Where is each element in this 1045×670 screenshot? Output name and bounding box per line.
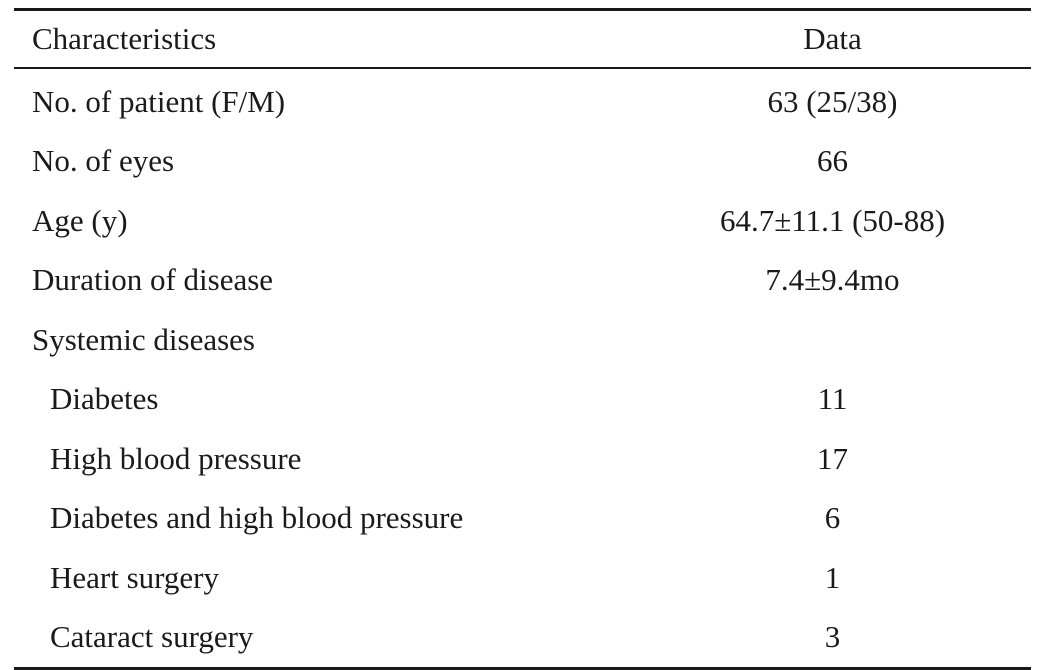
- row-label: High blood pressure: [50, 440, 302, 476]
- table-row: Heart surgery 1: [14, 548, 1031, 608]
- table-row: Diabetes and high blood pressure 6: [14, 489, 1031, 549]
- row-value: 64.7±11.1 (50-88): [719, 202, 946, 238]
- table-top-rule: [14, 8, 1031, 11]
- row-value: 11: [817, 381, 848, 417]
- row-label: Diabetes and high blood pressure: [50, 500, 464, 536]
- row-label: No. of eyes: [32, 143, 175, 179]
- table-row: No. of patient (F/M) 63 (25/38): [14, 72, 1031, 132]
- header-characteristics: Characteristics: [32, 21, 217, 56]
- table-row: Diabetes 11: [14, 370, 1031, 430]
- row-label: Diabetes: [50, 381, 159, 417]
- row-value: 1: [824, 559, 841, 595]
- row-value: 3: [824, 619, 841, 655]
- table-row: Age (y) 64.7±11.1 (50-88): [14, 191, 1031, 251]
- table-row: High blood pressure 17: [14, 429, 1031, 489]
- row-value: 6: [824, 500, 841, 536]
- row-value: 66: [817, 143, 848, 179]
- row-label: Heart surgery: [50, 559, 220, 595]
- row-value: 7.4±9.4mo: [765, 262, 900, 298]
- table-header-rule: [14, 67, 1031, 69]
- table-row: Duration of disease 7.4±9.4mo: [14, 251, 1031, 311]
- row-label: Duration of disease: [32, 262, 274, 298]
- row-value: 17: [817, 440, 848, 476]
- row-label: No. of patient (F/M): [32, 83, 286, 119]
- characteristics-table: Characteristics Data No. of patient (F/M…: [14, 8, 1031, 670]
- table-row: Cataract surgery 3: [14, 608, 1031, 668]
- row-value: 63 (25/38): [767, 83, 898, 119]
- row-label: Cataract surgery: [50, 619, 254, 655]
- table-row-section: Systemic diseases: [14, 310, 1031, 370]
- table-row: No. of eyes 66: [14, 132, 1031, 192]
- row-label: Age (y): [32, 202, 128, 238]
- row-label: Systemic diseases: [32, 321, 255, 357]
- table-header-row: Characteristics Data: [14, 11, 1031, 67]
- header-data: Data: [803, 21, 862, 56]
